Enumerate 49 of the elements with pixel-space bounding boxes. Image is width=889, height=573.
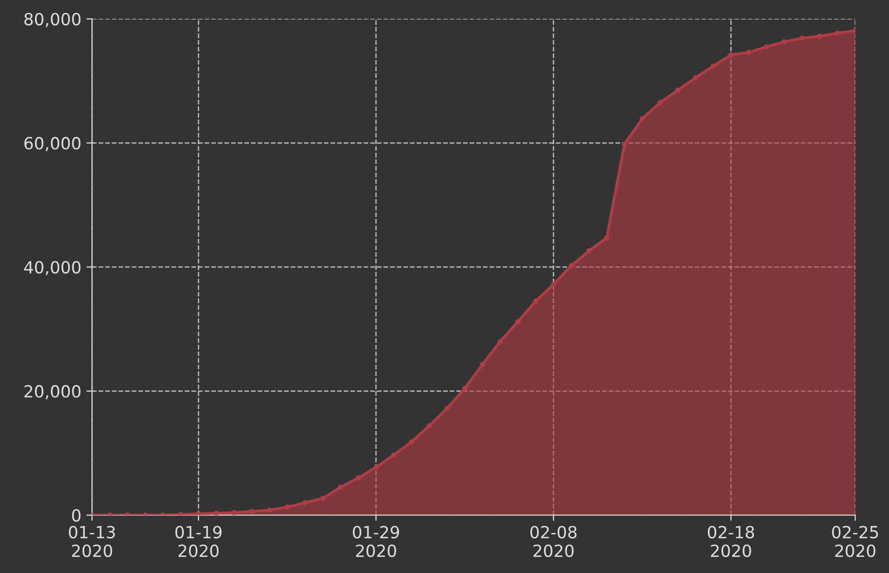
point xyxy=(817,34,822,39)
point xyxy=(266,508,272,513)
point xyxy=(568,263,574,268)
point xyxy=(657,100,663,106)
point xyxy=(426,423,432,428)
point xyxy=(586,248,592,254)
point xyxy=(356,475,361,481)
point xyxy=(675,88,680,93)
point xyxy=(692,75,698,80)
x-tick-label: 02-18 2020 xyxy=(708,526,754,558)
x-tick-label: 01-29 2020 xyxy=(352,526,400,558)
point xyxy=(498,338,503,344)
y-tick-label: 80,000 xyxy=(24,12,80,28)
point xyxy=(764,44,770,50)
point xyxy=(480,362,486,367)
x-tick-label: 02-25 2020 xyxy=(832,526,878,558)
point xyxy=(408,439,414,445)
point xyxy=(284,504,290,510)
y-tick-label: 40,000 xyxy=(24,260,80,276)
point xyxy=(834,30,840,36)
point xyxy=(533,298,538,304)
point xyxy=(728,52,734,58)
point xyxy=(178,512,184,516)
x-tick-label: 02-08 2020 xyxy=(530,526,577,558)
y-tick-label: 20,000 xyxy=(24,385,80,400)
point xyxy=(799,36,805,41)
point xyxy=(373,464,379,470)
x-tick-label: 01-19 2020 xyxy=(175,526,222,558)
point xyxy=(515,319,521,324)
x-tick-label: 01-13 2020 xyxy=(68,526,115,558)
y-tick-label: 60,000 xyxy=(24,136,80,152)
point xyxy=(604,235,610,240)
point xyxy=(320,496,326,501)
point xyxy=(338,484,344,490)
point xyxy=(622,142,628,147)
y-tick-label: 0 xyxy=(72,509,80,522)
point xyxy=(391,452,396,458)
point xyxy=(249,508,254,514)
point xyxy=(710,63,716,69)
point xyxy=(196,511,202,516)
point xyxy=(302,500,308,506)
point xyxy=(231,510,237,516)
point xyxy=(746,50,752,55)
point xyxy=(214,510,219,516)
point xyxy=(462,386,468,392)
point xyxy=(782,39,787,44)
point xyxy=(550,282,556,287)
point xyxy=(640,116,645,122)
point xyxy=(444,406,450,412)
